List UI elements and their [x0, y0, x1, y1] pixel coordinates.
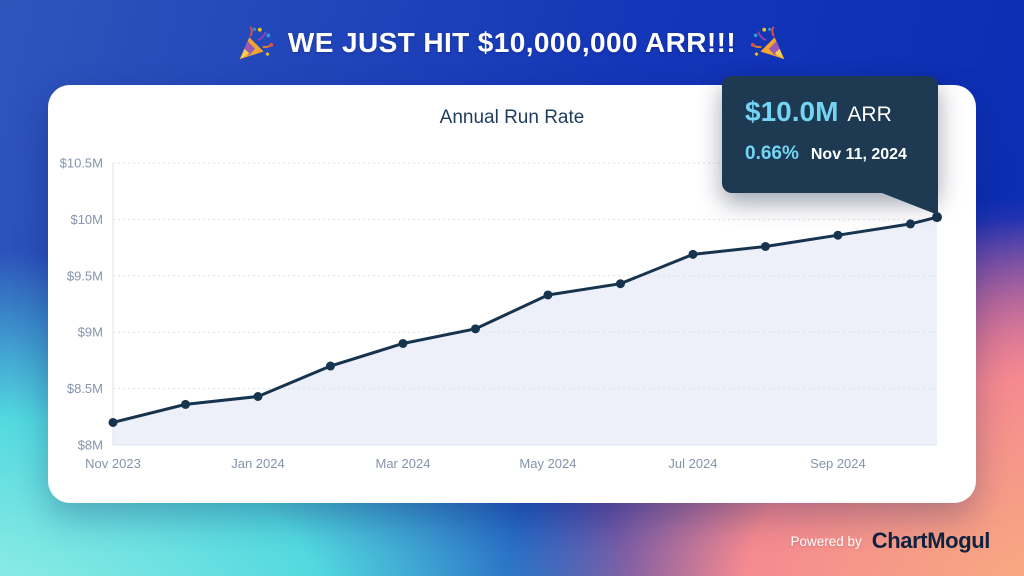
- data-point: [760, 241, 770, 251]
- svg-text:$8.5M: $8.5M: [67, 381, 103, 396]
- data-point: [470, 324, 480, 334]
- party-popper-icon: [750, 25, 785, 59]
- svg-text:Mar 2024: Mar 2024: [376, 456, 431, 471]
- data-point: [905, 219, 915, 229]
- svg-text:May 2024: May 2024: [519, 456, 576, 471]
- svg-text:$10M: $10M: [70, 212, 103, 227]
- chart-title: Annual Run Rate: [439, 107, 585, 128]
- tooltip-date: Nov 11, 2024: [810, 146, 907, 163]
- y-axis-labels: $8M $8.5M $9M $9.5M $10M $10.5M: [60, 156, 103, 453]
- tooltip-metric-label: ARR: [847, 103, 892, 126]
- tooltip-arr-value: $10.0M: [745, 96, 839, 127]
- svg-text:Sep 2024: Sep 2024: [810, 456, 866, 471]
- x-axis-labels: Nov 2023 Jan 2024 Mar 2024 May 2024 Jul 2024…: [85, 456, 866, 471]
- svg-text:$9M: $9M: [78, 325, 103, 340]
- data-point: [833, 230, 843, 240]
- data-point: [108, 417, 118, 427]
- svg-text:Nov 2023: Nov 2023: [85, 456, 141, 471]
- arr-line-chart: $8M $8.5M $9M $9.5M $10M $10.5M Nov 2023 Jan 20…: [60, 156, 942, 471]
- data-point: [180, 399, 190, 409]
- svg-text:$10.5M: $10.5M: [60, 156, 103, 171]
- data-point: [688, 249, 698, 259]
- chartmogul-logo: ChartMogul: [871, 528, 991, 553]
- footer: Powered by ChartMogul: [790, 528, 990, 554]
- tooltip-growth-rate: 0.66%: [745, 143, 799, 164]
- party-popper-icon: [239, 25, 273, 59]
- data-point-tooltip: $10.0M ARR 0.66% Nov 11, 2024: [722, 76, 938, 215]
- svg-text:$8M: $8M: [78, 438, 103, 453]
- svg-text:Jan 2024: Jan 2024: [231, 456, 285, 471]
- data-point: [398, 338, 408, 348]
- tooltip-pointer: [882, 193, 938, 215]
- data-point: [253, 391, 263, 401]
- banner-title: WE JUST HIT $10,000,000 ARR!!!: [287, 26, 737, 58]
- area-series: [113, 217, 937, 445]
- powered-by-label: Powered by: [790, 533, 862, 549]
- banner: WE JUST HIT $10,000,000 ARR!!!: [0, 0, 1024, 85]
- svg-text:$9.5M: $9.5M: [67, 268, 103, 283]
- data-point: [543, 290, 553, 300]
- data-point: [615, 279, 625, 289]
- data-point: [325, 361, 335, 371]
- svg-text:Jul 2024: Jul 2024: [668, 456, 717, 471]
